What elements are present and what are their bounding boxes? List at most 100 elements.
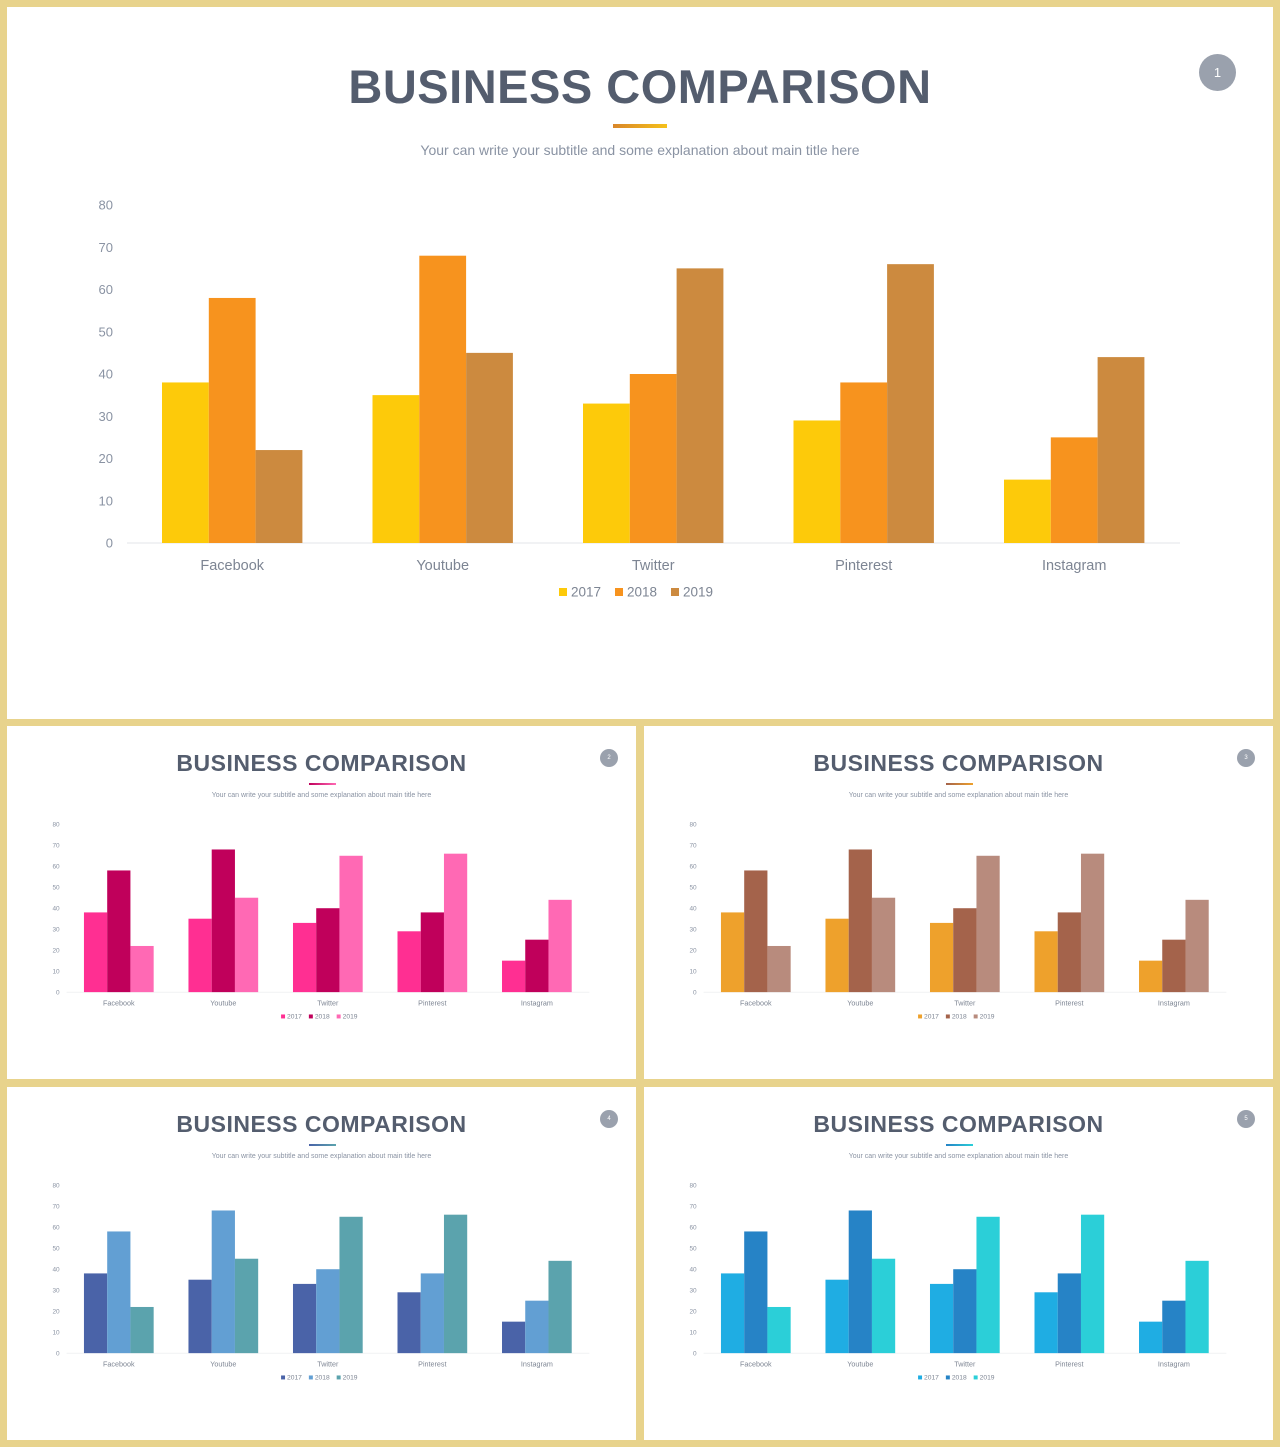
bar-instagram-2017 [1139, 1321, 1163, 1354]
bar-facebook-2018 [744, 870, 768, 993]
page-title: BUSINESS COMPARISON [176, 1111, 467, 1137]
legend-label: 2018 [627, 585, 657, 600]
bar-twitter-2019 [339, 1216, 363, 1354]
title-underline [308, 783, 336, 785]
slide-1: 0 10 20 30 40 50 60 70 80 Facebook Youtube Twitter P… [7, 7, 1273, 719]
bar-facebook-2019 [130, 1306, 154, 1354]
y-tick-label: 0 [56, 989, 60, 996]
title-underline [308, 1144, 336, 1146]
legend-label: 2017 [924, 1014, 939, 1021]
bar-twitter-2018 [953, 908, 977, 993]
slide-2: 0 10 20 30 40 50 60 70 80 Facebook Youtube Twitter P… [7, 726, 636, 1079]
legend-label: 2019 [343, 1014, 358, 1021]
page-subtitle: Your can write your subtitle and some ex… [420, 142, 860, 158]
bar-pinterest-2017 [793, 420, 841, 543]
bar-instagram-2019 [1097, 357, 1145, 543]
bar-facebook-2019 [255, 450, 303, 543]
y-tick-label: 0 [693, 1350, 697, 1357]
x-tick-label: Youtube [847, 999, 873, 1008]
x-tick-label: Pinterest [418, 1360, 446, 1369]
legend-label: 2019 [980, 1014, 995, 1021]
bar-instagram-2017 [1139, 960, 1163, 993]
x-tick-label: Instagram [1158, 1360, 1190, 1369]
legend-label: 2018 [952, 1375, 967, 1382]
y-tick-label: 60 [689, 1224, 697, 1231]
bar-youtube-2019 [234, 1258, 259, 1354]
y-tick-label: 0 [693, 989, 697, 996]
bar-youtube-2018 [211, 849, 235, 993]
y-tick-label: 30 [689, 926, 697, 933]
bar-youtube-2019 [234, 897, 259, 993]
legend-label: 2018 [952, 1014, 967, 1021]
y-tick-label: 50 [99, 324, 113, 339]
y-tick-label: 60 [689, 863, 697, 870]
page-subtitle: Your can write your subtitle and some ex… [848, 792, 1069, 799]
bar-youtube-2018 [848, 1210, 872, 1354]
x-tick-label: Twitter [954, 1360, 976, 1369]
page-number-badge: 2 [600, 749, 618, 767]
bar-twitter-2017 [929, 922, 954, 993]
y-tick-label: 50 [52, 1245, 60, 1252]
y-tick-label: 60 [52, 1224, 60, 1231]
bar-facebook-2017 [162, 382, 209, 543]
x-tick-label: Youtube [210, 999, 236, 1008]
bar-facebook-2017 [720, 1273, 745, 1354]
bar-pinterest-2019 [1080, 1214, 1105, 1354]
bar-pinterest-2018 [420, 912, 444, 993]
page-title: BUSINESS COMPARISON [813, 750, 1104, 776]
bar-instagram-2019 [1185, 1260, 1209, 1354]
bar-youtube-2017 [188, 918, 212, 993]
y-tick-label: 20 [99, 451, 113, 466]
bar-instagram-2019 [548, 899, 572, 993]
y-tick-label: 60 [52, 863, 60, 870]
bar-youtube-2018 [211, 1210, 235, 1354]
bar-facebook-2018 [208, 297, 256, 543]
y-tick-label: 50 [689, 1245, 697, 1252]
bar-youtube-2017 [372, 395, 420, 543]
page-title: BUSINESS COMPARISON [813, 1111, 1104, 1137]
y-tick-label: 30 [52, 1287, 60, 1294]
y-tick-label: 80 [689, 822, 697, 829]
bar-youtube-2019 [466, 352, 513, 543]
bar-facebook-2017 [83, 912, 108, 993]
bar-instagram-2018 [1162, 939, 1186, 993]
y-tick-label: 20 [689, 947, 697, 954]
y-tick-label: 30 [99, 409, 113, 424]
bar-pinterest-2017 [1034, 931, 1058, 993]
bar-twitter-2019 [339, 855, 363, 993]
bar-chart: 0 10 20 30 40 50 60 70 80 Facebook Youtube Twitter P… [689, 1183, 1227, 1382]
bar-youtube-2018 [419, 255, 467, 543]
bar-youtube-2017 [188, 1279, 212, 1354]
x-tick-label: Facebook [740, 1360, 772, 1369]
y-tick-label: 70 [52, 1204, 60, 1211]
bar-twitter-2019 [976, 855, 1000, 993]
legend-swatch [281, 1375, 286, 1380]
legend-swatch [336, 1375, 341, 1380]
y-tick-label: 10 [52, 1329, 60, 1336]
legend-swatch [973, 1014, 978, 1019]
x-tick-label: Pinterest [835, 558, 892, 574]
x-tick-label: Facebook [740, 999, 772, 1008]
y-tick-label: 70 [99, 240, 113, 255]
legend-swatch [308, 1014, 313, 1019]
x-tick-label: Instagram [521, 999, 553, 1008]
y-tick-label: 80 [52, 1183, 60, 1190]
bar-facebook-2018 [107, 1231, 131, 1354]
legend-swatch [615, 588, 623, 596]
bar-chart: 0 10 20 30 40 50 60 70 80 Facebook Youtube Twitter P… [52, 1183, 590, 1382]
legend-swatch [336, 1014, 341, 1019]
slide-3: 0 10 20 30 40 50 60 70 80 Facebook Youtube Twitter P… [644, 726, 1273, 1079]
legend-label: 2017 [287, 1014, 302, 1021]
x-tick-label: Instagram [521, 1360, 553, 1369]
title-underline [945, 1144, 973, 1146]
bar-pinterest-2019 [443, 853, 468, 993]
bar-twitter-2017 [292, 1283, 317, 1354]
x-tick-label: Twitter [954, 999, 976, 1008]
bar-youtube-2019 [871, 1258, 896, 1354]
slide-5: 0 10 20 30 40 50 60 70 80 Facebook Youtube Twitter P… [644, 1087, 1273, 1440]
bar-instagram-2018 [525, 939, 549, 993]
bar-chart: 0 10 20 30 40 50 60 70 80 Facebook Youtube Twitter P… [52, 822, 590, 1021]
bar-twitter-2018 [629, 374, 677, 543]
bar-youtube-2019 [871, 897, 896, 993]
y-tick-label: 80 [52, 822, 60, 829]
